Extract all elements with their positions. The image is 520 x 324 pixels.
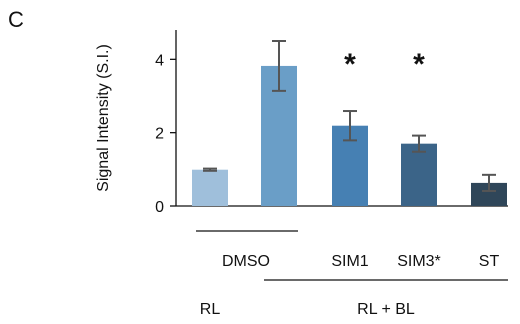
y-ticks: 0 2 4 — [155, 52, 176, 216]
x-tick-label-3: SIM3* — [397, 253, 441, 270]
bar-3 — [401, 143, 437, 206]
y-tick-label-2: 4 — [155, 52, 164, 69]
group-label-rl-bl: RL + BL — [357, 301, 415, 318]
significance-marker-2: * — [344, 48, 356, 81]
bar-4 — [471, 182, 507, 206]
x-tick-labels: SIM1 SIM3* ST — [331, 253, 499, 270]
y-tick-label-1: 2 — [155, 126, 164, 143]
bar-0 — [192, 169, 228, 206]
panel-label: C — [8, 7, 24, 32]
x-tick-label-2: SIM1 — [331, 253, 368, 270]
y-axis-label: Signal Intensity (S.I.) — [95, 44, 112, 192]
bars: * * — [192, 40, 507, 206]
group-label-rl: RL — [200, 301, 221, 318]
y-tick-label-0: 0 — [155, 199, 164, 216]
x-tick-label-4: ST — [479, 253, 500, 270]
significance-marker-3: * — [413, 48, 425, 81]
group-label-dmso: DMSO — [222, 253, 270, 270]
